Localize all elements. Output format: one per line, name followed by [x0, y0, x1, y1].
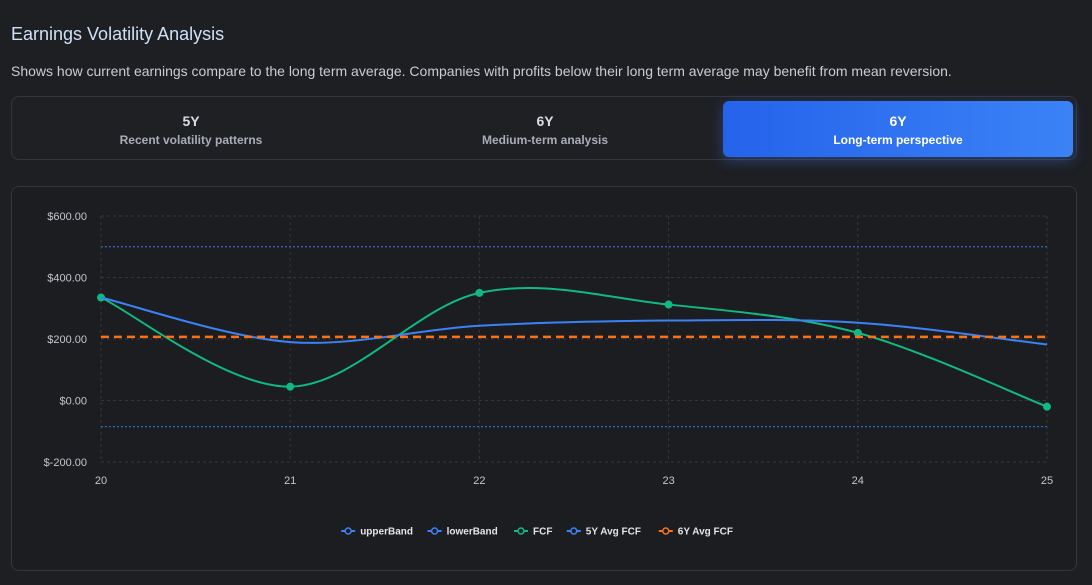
legend-label-upperband: upperBand [360, 527, 413, 538]
y-tick-label: $0.00 [59, 396, 87, 408]
legend-marker-5y-avg-fcf [570, 527, 578, 535]
y-tick-label: $400.00 [47, 273, 87, 285]
legend-marker-upperband [344, 527, 352, 535]
tab-6y-long[interactable]: 6Y Long-term perspective [723, 101, 1073, 157]
legend-marker-6y-avg-fcf [662, 527, 670, 535]
x-tick-label: 25 [1041, 475, 1053, 487]
legend-label-5y-avg-fcf: 5Y Avg FCF [586, 527, 641, 538]
data-point-fcf [475, 288, 484, 297]
x-tick-label: 20 [95, 475, 107, 487]
legend-marker-lowerband [430, 527, 439, 535]
data-point-fcf [664, 300, 673, 309]
series-line-fcf [100, 287, 1048, 408]
legend-label-lowerband: lowerBand [447, 527, 498, 538]
page-title: Earnings Volatility Analysis [11, 24, 225, 44]
legend-label-6y-avg-fcf: 6Y Avg FCF [678, 527, 733, 538]
series-line-5y-avg-fcf [100, 296, 1048, 346]
tab-sublabel: Recent volatility patterns [119, 133, 263, 147]
period-tabs: 5Y Recent volatility patterns 6Y Medium-… [11, 96, 1077, 160]
legend-label-fcf: FCF [533, 527, 552, 538]
legend-marker-fcf [517, 527, 525, 535]
page-description: Shows how current earnings compare to th… [11, 63, 952, 79]
y-tick-label: $200.00 [47, 334, 87, 346]
chart-card [11, 186, 1077, 571]
tab-label: 5Y [182, 113, 200, 129]
data-point-fcf [286, 382, 295, 391]
tab-sublabel: Long-term perspective [833, 133, 963, 147]
y-tick-label: $-200.00 [44, 457, 87, 469]
tab-sublabel: Medium-term analysis [481, 133, 609, 147]
data-point-fcf [1043, 402, 1051, 411]
tab-5y[interactable]: 5Y Recent volatility patterns [16, 101, 366, 157]
tab-label: 6Y [889, 113, 907, 129]
y-tick-label: $600.00 [47, 211, 87, 223]
x-tick-label: 23 [662, 475, 674, 487]
tab-label: 6Y [536, 113, 554, 129]
x-tick-label: 24 [852, 475, 864, 487]
x-tick-label: 21 [284, 475, 296, 487]
tab-6y-medium[interactable]: 6Y Medium-term analysis [370, 101, 720, 157]
data-point-fcf [853, 328, 862, 337]
x-tick-label: 22 [473, 475, 485, 487]
